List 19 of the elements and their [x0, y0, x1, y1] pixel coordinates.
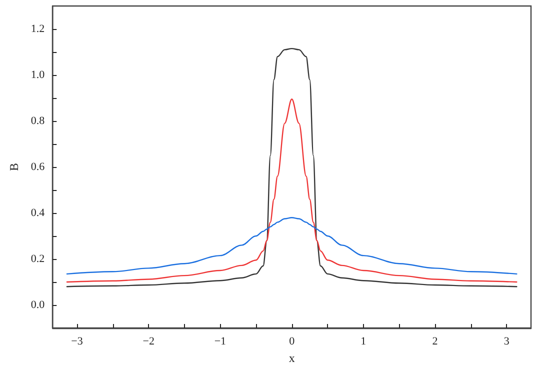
y-tick-label: 0.0: [30, 299, 46, 311]
x-axis-title: x: [288, 351, 295, 365]
y-axis-title: B: [7, 162, 21, 172]
x-tick-label: −1: [214, 336, 226, 348]
y-tick-label: 1.0: [30, 69, 46, 81]
x-tick-label: 0: [289, 336, 296, 348]
line-series: [66, 48, 518, 288]
y-tick-label: 0.2: [30, 253, 45, 265]
x-tick-label: 3: [504, 336, 510, 348]
line-series: [66, 217, 518, 275]
y-tick-label: 0.6: [30, 161, 46, 173]
x-tick-label: −3: [71, 336, 84, 348]
line-series: [66, 98, 518, 283]
y-tick-label: 1.2: [30, 23, 45, 35]
y-tick-label: 0.8: [30, 115, 46, 127]
x-tick-label: 1: [360, 336, 366, 348]
x-tick-label: 2: [432, 336, 438, 348]
x-tick-label: −2: [142, 336, 154, 348]
y-tick-label: 0.4: [30, 207, 46, 219]
